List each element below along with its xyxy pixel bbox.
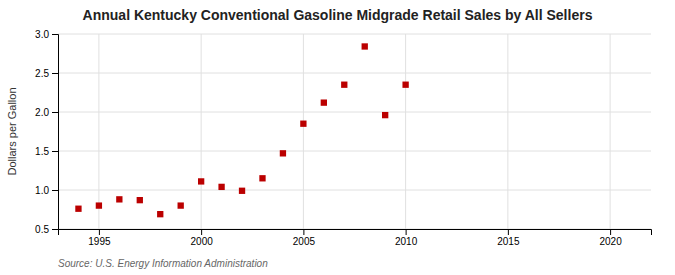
tick: 0.5 [35, 224, 58, 235]
tick-label: 2020 [599, 236, 622, 247]
grid-line [58, 73, 651, 74]
grid-line [58, 112, 651, 113]
point [116, 196, 122, 202]
point [402, 82, 408, 88]
x-axis: 1995 2000 2005 2010 2015 2020 [59, 229, 652, 247]
grid-line [58, 34, 651, 35]
tick: 2020 [599, 229, 622, 247]
y-axis: 0.5 1.0 1.5 2.0 2.5 3.0 [35, 29, 58, 235]
grid-line [610, 34, 611, 229]
grid-line [303, 34, 304, 229]
tick-label: 3.0 [35, 29, 49, 40]
tick: 1.5 [35, 146, 58, 157]
point [259, 175, 265, 181]
tick-mark [52, 34, 58, 35]
tick-mark [406, 229, 407, 235]
point [300, 121, 306, 127]
tick: 2000 [191, 229, 214, 247]
tick-mark [610, 229, 611, 235]
point [157, 211, 163, 217]
tick-label: 1.0 [35, 185, 49, 196]
tick-mark [52, 112, 58, 113]
tick-mark [52, 229, 58, 230]
points [75, 43, 408, 217]
tick-label: 0.5 [35, 224, 49, 235]
annotation: Source: U.S. Energy Information Administ… [58, 258, 268, 269]
grid-line [98, 34, 99, 229]
point [218, 184, 224, 190]
point [239, 188, 245, 194]
point [96, 202, 102, 208]
plot: 1995 2000 2005 2010 2015 2020 0.5 1.0 1.5 2.0 2.5 3… [35, 29, 651, 247]
point [382, 112, 388, 118]
tick-mark [52, 151, 58, 152]
grid-line [507, 34, 508, 229]
tick: 2.5 [35, 68, 58, 79]
tick-label: 2010 [395, 236, 418, 247]
tick-label: 2.5 [35, 68, 49, 79]
tick-label: 2000 [191, 236, 214, 247]
grid-line [58, 151, 651, 152]
tick: 1.0 [35, 185, 58, 196]
point [178, 202, 184, 208]
tick: 2010 [395, 229, 418, 247]
tick-label: 1995 [88, 236, 111, 247]
tick-mark [52, 190, 58, 191]
tick: 1995 [88, 229, 111, 247]
tick-mark [99, 229, 100, 235]
title: Annual Kentucky Conventional Gasoline Mi… [83, 7, 593, 23]
grid [58, 34, 651, 229]
tick-mark [303, 229, 304, 235]
grid-line [58, 190, 651, 191]
point [321, 99, 327, 105]
y-axis-title: Dollars per Gallon [6, 87, 18, 175]
point [137, 197, 143, 203]
axis-line [52, 35, 59, 230]
tick: 3.0 [35, 29, 58, 40]
tick: 2005 [293, 229, 316, 247]
chart: 1995 2000 2005 2010 2015 2020 0.5 1.0 1.5 2.0 2.5 3… [0, 0, 675, 275]
point [75, 206, 81, 212]
point [198, 178, 204, 184]
tick-label: 2005 [293, 236, 316, 247]
point [341, 82, 347, 88]
tick-mark [508, 229, 509, 235]
point [280, 150, 286, 156]
grid-line [201, 34, 202, 229]
grid-line [405, 34, 406, 229]
axis-line [59, 230, 652, 236]
tick-mark [201, 229, 202, 235]
tick-mark [52, 73, 58, 74]
tick-label: 2.0 [35, 107, 49, 118]
tick-label: 2015 [497, 236, 520, 247]
point [362, 43, 368, 49]
tick-label: 1.5 [35, 146, 49, 157]
tick: 2.0 [35, 107, 58, 118]
tick: 2015 [497, 229, 520, 247]
